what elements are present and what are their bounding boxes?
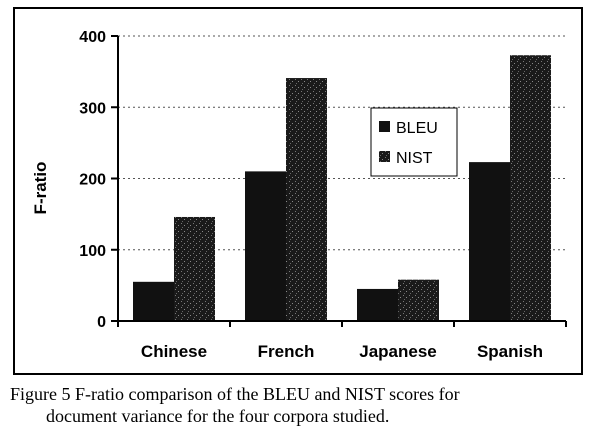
bar-nist-chinese — [174, 216, 215, 321]
y-tick-labels: 0 100 200 300 400 — [79, 29, 106, 331]
bar-chart: 0 100 200 300 400 Chinese French Japanese Spani… — [13, 7, 583, 375]
x-category-labels: Chinese French Japanese Spanish — [141, 342, 543, 361]
bar-bleu-japanese — [357, 288, 398, 321]
bar-bleu-spanish — [469, 162, 510, 321]
caption-line-2: document variance for the four corpora s… — [46, 406, 390, 426]
bar-bleu-french — [245, 171, 286, 321]
legend-label-nist: NIST — [396, 150, 433, 167]
x-category-label: Spanish — [477, 342, 543, 361]
bar-nist-spanish — [510, 55, 551, 322]
y-tick-label: 100 — [79, 243, 106, 260]
legend: BLEU NIST — [370, 107, 458, 177]
y-tick-label: 0 — [97, 314, 106, 331]
y-axis-label: F-ratio — [31, 162, 50, 215]
y-tick-label: 400 — [79, 29, 106, 46]
bar-nist-french — [286, 78, 327, 321]
y-tick-label: 200 — [79, 172, 106, 189]
caption-line-1: Figure 5 F-ratio comparison of the BLEU … — [10, 384, 460, 404]
legend-swatch-nist — [379, 151, 390, 162]
x-category-label: Japanese — [359, 342, 437, 361]
legend-box — [370, 107, 458, 177]
y-tick-label: 300 — [79, 100, 106, 117]
chart-frame — [13, 7, 583, 375]
x-category-label: Chinese — [141, 342, 207, 361]
x-category-label: French — [258, 342, 315, 361]
bars — [133, 55, 551, 322]
legend-label-bleu: BLEU — [396, 120, 438, 137]
figure-caption: Figure 5 F-ratio comparison of the BLEU … — [10, 383, 585, 427]
bar-nist-japanese — [398, 279, 439, 321]
legend-swatch-bleu — [379, 121, 390, 132]
axes — [111, 35, 567, 327]
bar-bleu-chinese — [133, 281, 174, 321]
